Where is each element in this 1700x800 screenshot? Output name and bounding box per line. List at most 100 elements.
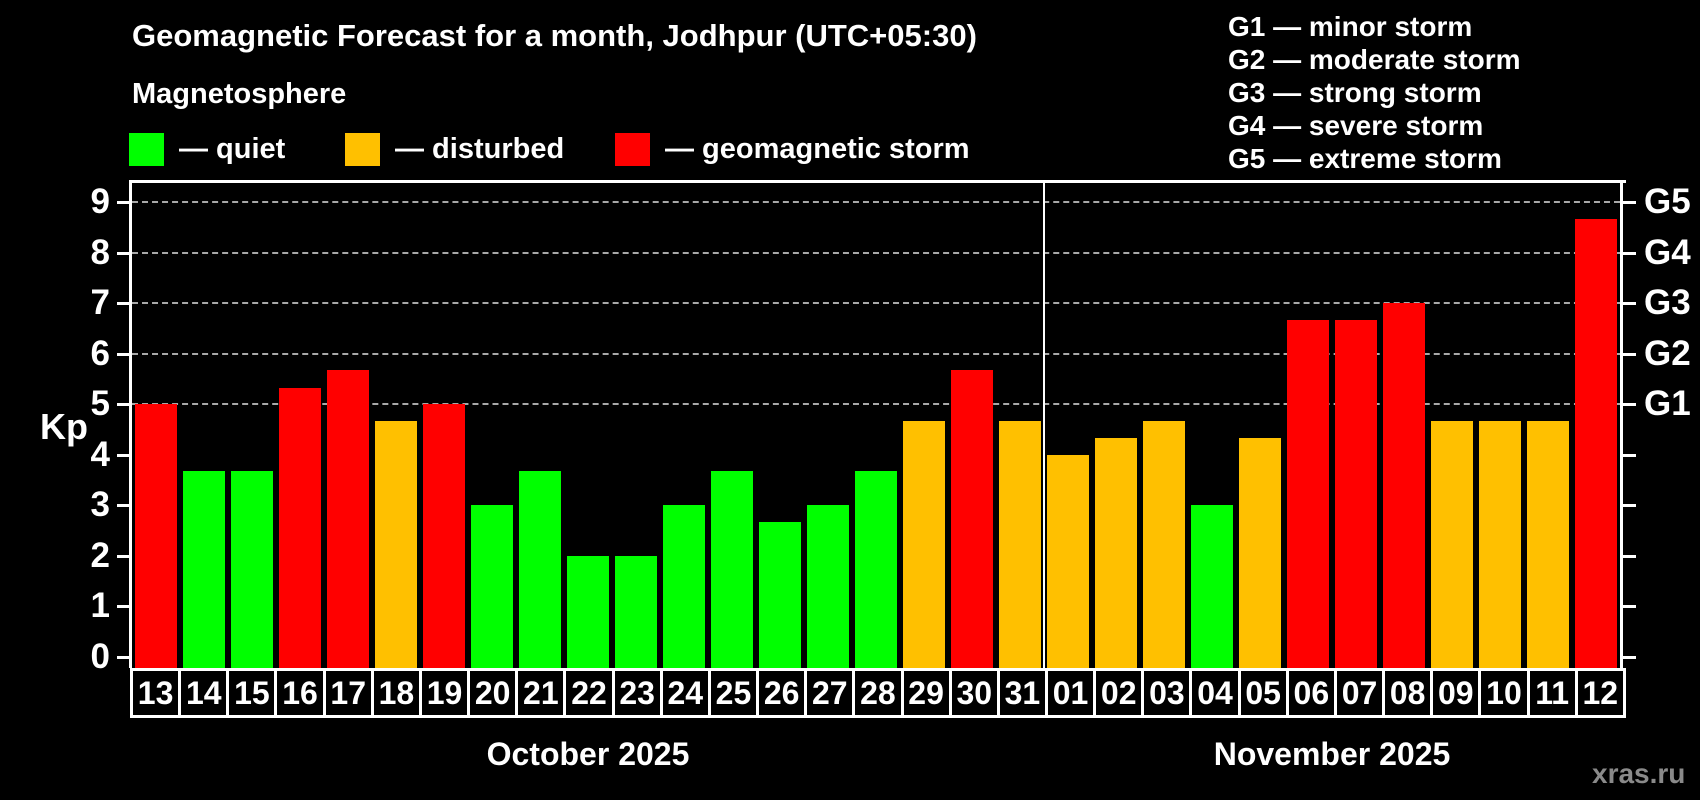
kp-bar-nov-06	[1287, 319, 1329, 668]
right-axis-label-g3: G3	[1644, 283, 1691, 323]
month-label-october: October 2025	[486, 736, 690, 772]
kp-bar-oct-24	[663, 505, 705, 668]
kp-bar-nov-08	[1383, 303, 1425, 668]
kp-bar-oct-20	[471, 505, 513, 668]
y-axis-right-spine	[1620, 180, 1623, 668]
y-tick-2	[117, 554, 130, 558]
legend-swatch-storm	[615, 132, 650, 166]
day-label-row: 13 14 15 16 17 18 19 20 21 22 23 24 25 26 27 28 29 30 31 01…	[130, 668, 1626, 718]
kp-bar-oct-17	[327, 370, 369, 668]
kp-bar-oct-19	[423, 404, 465, 668]
day-label-oct-14: 14	[181, 668, 230, 718]
y-axis-left-spine	[129, 180, 132, 668]
y-tick-label-8: 8	[90, 232, 110, 272]
day-label-nov-07: 07	[1336, 668, 1386, 718]
day-label-oct-19: 19	[421, 668, 471, 718]
legend-label-disturbed: — disturbed	[395, 132, 565, 165]
gridline-kp-6	[132, 352, 1620, 355]
legend-swatch-quiet	[129, 132, 164, 166]
right-tick-1	[1623, 605, 1636, 609]
right-axis-label-g2: G2	[1644, 333, 1691, 373]
magnetosphere-label: Magnetosphere	[132, 78, 347, 110]
legend-item-storm: — geomagnetic storm	[615, 131, 970, 167]
day-label-nov-01: 01	[1047, 668, 1097, 718]
day-label-oct-17: 17	[325, 668, 374, 718]
day-label-oct-23: 23	[614, 668, 663, 718]
y-tick-9	[117, 200, 130, 204]
y-tick-label-5: 5	[90, 384, 110, 424]
kp-bar-oct-28	[855, 471, 897, 668]
kp-bar-oct-14	[183, 471, 225, 668]
y-tick-8	[117, 251, 130, 255]
g-scale-line-g5: G5 — extreme storm	[1228, 143, 1502, 174]
day-label-oct-28: 28	[855, 668, 904, 718]
kp-bar-oct-25	[711, 471, 753, 668]
kp-bar-oct-26	[759, 522, 801, 668]
gridline-kp-5	[132, 403, 1620, 406]
day-label-oct-30: 30	[951, 668, 1000, 718]
day-label-nov-10: 10	[1481, 668, 1530, 718]
g-scale-line-g4: G4 — severe storm	[1228, 110, 1484, 141]
kp-bar-oct-31	[999, 420, 1041, 668]
y-tick-label-2: 2	[90, 535, 110, 575]
day-label-oct-27: 27	[807, 668, 856, 718]
day-label-nov-03: 03	[1144, 668, 1193, 718]
kp-bar-nov-02	[1095, 438, 1137, 668]
kp-bar-nov-01	[1047, 454, 1089, 668]
month-label-november: November 2025	[1213, 736, 1451, 772]
y-tick-5	[117, 403, 130, 407]
kp-bar-oct-22	[567, 555, 609, 668]
g-scale-line-g1: G1 — minor storm	[1228, 11, 1473, 42]
right-tick-8	[1623, 251, 1636, 255]
day-label-oct-24: 24	[662, 668, 711, 718]
y-tick-label-3: 3	[90, 485, 110, 525]
g-scale-line-g3: G3 — strong storm	[1228, 77, 1482, 108]
y-tick-label-7: 7	[90, 283, 110, 323]
kp-bar-nov-03	[1143, 420, 1185, 668]
kp-bar-oct-18	[375, 420, 417, 668]
kp-bar-oct-29	[903, 420, 945, 668]
kp-bar-nov-12	[1575, 218, 1617, 668]
gridline-kp-8	[132, 251, 1620, 254]
right-tick-4	[1623, 453, 1636, 457]
kp-bar-nov-10	[1479, 420, 1521, 668]
plot-area	[132, 183, 1620, 668]
y-tick-0	[117, 656, 130, 659]
legend-label-storm: — geomagnetic storm	[665, 132, 970, 165]
right-tick-0	[1623, 656, 1636, 659]
day-label-nov-11: 11	[1529, 668, 1578, 718]
kp-bar-oct-16	[279, 387, 321, 668]
legend-label-quiet: — quiet	[179, 132, 286, 165]
day-label-nov-06: 06	[1288, 668, 1337, 718]
day-label-oct-22: 22	[566, 668, 615, 718]
day-label-nov-04: 04	[1192, 668, 1241, 718]
right-axis-label-g1: G1	[1644, 384, 1691, 424]
day-label-nov-08: 08	[1385, 668, 1434, 718]
kp-bar-oct-27	[807, 505, 849, 668]
watermark: xras.ru	[1592, 758, 1686, 789]
day-label-nov-09: 09	[1433, 668, 1482, 718]
day-label-oct-21: 21	[518, 668, 567, 718]
gridline-kp-7	[132, 302, 1620, 305]
y-tick-label-1: 1	[90, 586, 110, 626]
kp-bar-oct-30	[951, 370, 993, 668]
y-tick-label-9: 9	[90, 181, 110, 221]
day-label-oct-25: 25	[710, 668, 760, 718]
y-tick-label-0: 0	[90, 637, 110, 676]
kp-bar-oct-23	[615, 555, 657, 668]
legend-swatch-disturbed	[345, 132, 380, 166]
legend-item-quiet: — quiet	[129, 131, 285, 167]
month-separator	[1043, 183, 1045, 668]
day-label-oct-13: 13	[133, 668, 182, 718]
day-label-oct-16: 16	[277, 668, 326, 718]
day-label-oct-26: 26	[759, 668, 808, 718]
gridline-kp-9	[132, 200, 1620, 203]
right-tick-6	[1623, 352, 1636, 356]
kp-bar-nov-11	[1527, 420, 1569, 668]
kp-bar-nov-09	[1431, 420, 1473, 668]
day-label-oct-29: 29	[903, 668, 952, 718]
right-tick-2	[1623, 554, 1636, 558]
day-label-oct-31: 31	[999, 668, 1048, 718]
right-axis-label-g4: G4	[1644, 232, 1691, 272]
